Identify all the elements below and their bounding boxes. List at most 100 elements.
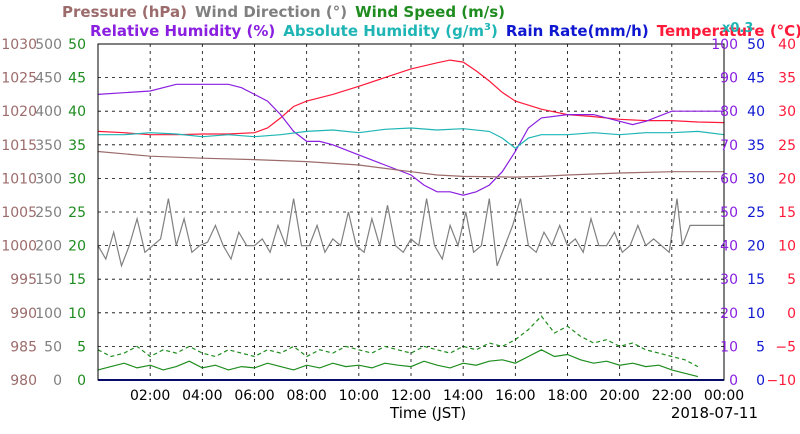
tick-label-rain_rate: 50 — [747, 37, 765, 53]
tick-label-wind_speed: 30 — [68, 171, 86, 187]
tick-label-wind_speed: 10 — [68, 306, 86, 322]
tick-label-temperature: 10 — [778, 239, 796, 255]
x-tick-label: 00:00 — [704, 388, 744, 404]
tick-label-pressure: 1030 — [1, 37, 37, 53]
series-pressure-hpa — [97, 150, 724, 178]
legend-entry: Pressure (hPa) — [62, 3, 187, 21]
legend-entry: ) — [491, 22, 498, 40]
tick-label-rel_humidity: 80 — [720, 104, 738, 120]
tick-label-wind_direction: 450 — [35, 71, 62, 87]
legend-entry: Absolute Humidity (g/m — [283, 22, 484, 40]
tick-label-rel_humidity: 0 — [729, 373, 738, 389]
tick-label-wind_speed: 35 — [68, 138, 86, 154]
tick-label-rel_humidity: 40 — [720, 239, 738, 255]
tick-label-wind_direction: 250 — [35, 205, 62, 221]
series-absolute-humidity-g-m3 — [98, 127, 725, 149]
tick-label-rain_rate: 25 — [747, 205, 765, 221]
tick-label-temperature: 40 — [778, 37, 796, 53]
x-tick-labels: 02:00 04:00 06:00 08:00 10:00 12:00 14:00 16:00… — [130, 388, 744, 404]
tick-label-temperature: −10 — [766, 373, 796, 389]
x-tick-label: 22:00 — [652, 388, 692, 404]
tick-label-pressure: 995 — [10, 272, 37, 288]
tick-label-temperature: 15 — [778, 205, 796, 221]
tick-label-wind_speed: 45 — [68, 71, 86, 87]
series-wind-speed-gust-m-s — [97, 315, 699, 368]
series-wind-direction — [97, 198, 724, 268]
tick-label-pressure: 1025 — [1, 71, 37, 87]
tick-label-wind_speed: 15 — [68, 272, 86, 288]
tick-label-wind_speed: 50 — [68, 37, 86, 53]
tick-label-wind_direction: 400 — [35, 104, 62, 120]
tick-label-pressure: 1010 — [1, 171, 37, 187]
tick-label-rel_humidity: 100 — [711, 37, 738, 53]
tick-label-rain_rate: 20 — [747, 239, 765, 255]
legend-entry: Rain Rate(mm/h) — [506, 22, 649, 40]
legend-row: Pressure (hPa) Wind Direction (°) Wind Spe… — [62, 3, 505, 21]
legend-entry: Temperature (°C) — [657, 22, 800, 40]
tick-label-temperature: 20 — [778, 171, 796, 187]
tick-label-pressure: 985 — [10, 339, 37, 355]
series-temperature-c — [97, 59, 725, 136]
tick-label-rain_rate: 35 — [747, 138, 765, 154]
x-axis-label: Time (JST) — [389, 404, 466, 422]
legend-multiplier: x0.3 — [722, 21, 753, 36]
tick-label-rel_humidity: 10 — [720, 339, 738, 355]
tick-label-wind_speed: 5 — [77, 339, 86, 355]
tick-label-temperature: 5 — [787, 272, 796, 288]
tick-label-rel_humidity: 90 — [720, 71, 738, 87]
grid — [98, 44, 724, 380]
tick-label-wind_direction: 100 — [35, 306, 62, 322]
plot-frame — [97, 43, 725, 381]
x-tick-label: 02:00 — [130, 388, 170, 404]
tick-label-rain_rate: 10 — [747, 306, 765, 322]
x-tick-label: 14:00 — [443, 388, 483, 404]
tick-label-wind_direction: 300 — [35, 171, 62, 187]
tick-label-rel_humidity: 30 — [720, 272, 738, 288]
tick-label-temperature: 25 — [778, 138, 796, 154]
tick-label-wind_speed: 40 — [68, 104, 86, 120]
x-tick-label: 20:00 — [599, 388, 639, 404]
x-tick-label: 04:00 — [182, 388, 222, 404]
left-tick-labels: 1030102510201015101010051000995990985980… — [1, 37, 86, 389]
x-tick-label: 18:00 — [547, 388, 587, 404]
tick-label-pressure: 990 — [10, 306, 37, 322]
tick-label-pressure: 1015 — [1, 138, 37, 154]
tick-label-wind_direction: 500 — [35, 37, 62, 53]
tick-label-wind_direction: 0 — [53, 373, 62, 389]
legend-entry: Relative Humidity (%) — [90, 22, 275, 40]
tick-label-wind_speed: 25 — [68, 205, 86, 221]
legend-entry: Wind Direction (°) — [195, 3, 347, 21]
tick-label-rel_humidity: 20 — [720, 306, 738, 322]
x-tick-label: 10:00 — [339, 388, 379, 404]
tick-label-rel_humidity: 70 — [720, 138, 738, 154]
tick-label-pressure: 1020 — [1, 104, 37, 120]
x-tick-label: 16:00 — [495, 388, 535, 404]
tick-label-rain_rate: 45 — [747, 71, 765, 87]
legend-entry: Wind Speed (m/s) — [355, 3, 505, 21]
tick-label-wind_direction: 200 — [35, 239, 62, 255]
tick-label-temperature: 0 — [787, 306, 796, 322]
tick-label-pressure: 1000 — [1, 239, 37, 255]
tick-label-temperature: 35 — [778, 71, 796, 87]
series-relative-humidity — [97, 83, 724, 196]
tick-label-rain_rate: 30 — [747, 171, 765, 187]
tick-label-wind_direction: 150 — [35, 272, 62, 288]
tick-label-rain_rate: 15 — [747, 272, 765, 288]
legend-entry-superscript: 3 — [484, 22, 491, 33]
tick-label-wind_direction: 350 — [35, 138, 62, 154]
tick-label-rain_rate: 5 — [756, 339, 765, 355]
x-tick-label: 06:00 — [234, 388, 274, 404]
tick-label-rain_rate: 40 — [747, 104, 765, 120]
tick-label-rel_humidity: 60 — [720, 171, 738, 187]
tick-label-pressure: 980 — [10, 373, 37, 389]
tick-label-pressure: 1005 — [1, 205, 37, 221]
legend: Pressure (hPa) Wind Direction (°) Wind Spe… — [62, 3, 800, 40]
tick-label-rel_humidity: 50 — [720, 205, 738, 221]
tick-label-temperature: 30 — [778, 104, 796, 120]
tick-label-wind_direction: 50 — [44, 339, 62, 355]
series-wind-speed-m-s — [97, 349, 699, 378]
tick-label-rain_rate: 0 — [756, 373, 765, 389]
tick-label-temperature: −5 — [775, 339, 796, 355]
